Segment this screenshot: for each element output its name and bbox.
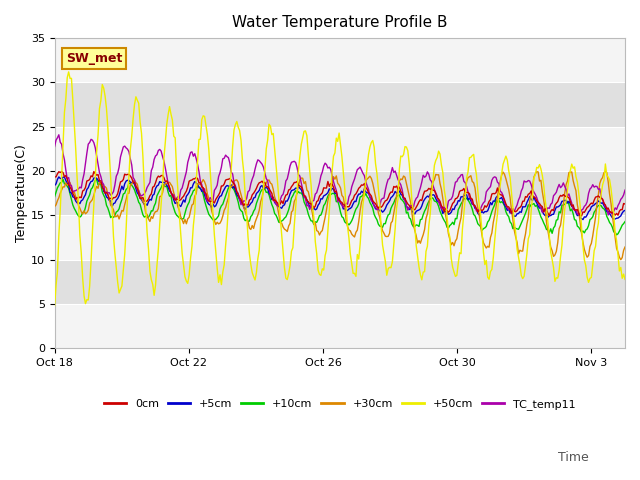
Bar bbox=[54, 38, 625, 83]
Text: SW_met: SW_met bbox=[66, 52, 122, 65]
Bar bbox=[54, 127, 625, 171]
Bar bbox=[54, 304, 625, 348]
Y-axis label: Temperature(C): Temperature(C) bbox=[15, 144, 28, 242]
Bar bbox=[54, 216, 625, 260]
Text: Time: Time bbox=[558, 451, 589, 464]
Legend: 0cm, +5cm, +10cm, +30cm, +50cm, TC_temp11: 0cm, +5cm, +10cm, +30cm, +50cm, TC_temp1… bbox=[99, 394, 580, 414]
Title: Water Temperature Profile B: Water Temperature Profile B bbox=[232, 15, 447, 30]
